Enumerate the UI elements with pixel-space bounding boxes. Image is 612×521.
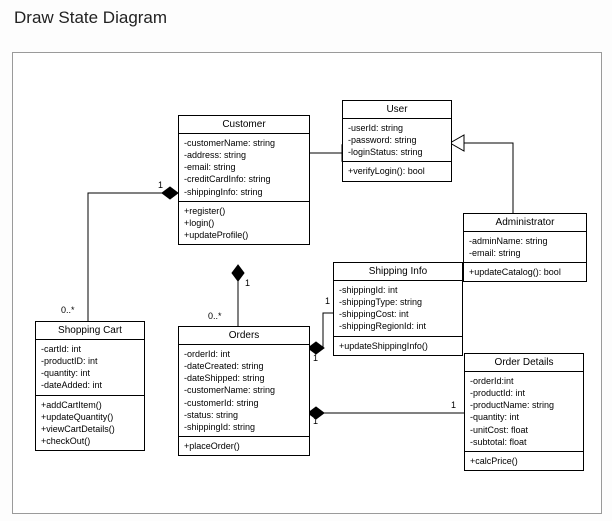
- class-title: Customer: [179, 116, 309, 134]
- class-attrs: -orderId:int -productId: int -productNam…: [465, 372, 583, 452]
- class-title: Administrator: [464, 214, 586, 232]
- mult-label: 1: [158, 180, 163, 190]
- mult-label: 1: [245, 278, 250, 288]
- mult-label: 0..*: [61, 305, 75, 315]
- class-shopping-cart: Shopping Cart -cartId: int -productID: i…: [35, 321, 145, 451]
- class-attrs: -adminName: string -email: string: [464, 232, 586, 263]
- class-title: Order Details: [465, 354, 583, 372]
- class-attrs: -userId: string -password: string -login…: [343, 119, 451, 162]
- class-title: Orders: [179, 327, 309, 345]
- class-attrs: -cartId: int -productID: int -quantity: …: [36, 340, 144, 396]
- class-administrator: Administrator -adminName: string -email:…: [463, 213, 587, 282]
- class-customer: Customer -customerName: string -address:…: [178, 115, 310, 245]
- class-ops: +updateShippingInfo(): [334, 337, 462, 355]
- class-ops: +verifyLogin(): bool: [343, 162, 451, 180]
- class-attrs: -customerName: string -address: string -…: [179, 134, 309, 202]
- mult-label: 1: [313, 416, 318, 426]
- mult-label: 0..*: [208, 311, 222, 321]
- mult-label: 1: [313, 353, 318, 363]
- mult-label: 1: [451, 400, 456, 410]
- class-shipping-info: Shipping Info -shippingId: int -shipping…: [333, 262, 463, 356]
- page-title: Draw State Diagram: [14, 8, 167, 28]
- class-title: User: [343, 101, 451, 119]
- class-attrs: -shippingId: int -shippingType: string -…: [334, 281, 462, 337]
- class-title: Shipping Info: [334, 263, 462, 281]
- class-ops: +addCartItem() +updateQuantity() +viewCa…: [36, 396, 144, 451]
- class-ops: +calcPrice(): [465, 452, 583, 470]
- class-title: Shopping Cart: [36, 322, 144, 340]
- mult-label: 1: [325, 296, 330, 306]
- class-order-details: Order Details -orderId:int -productId: i…: [464, 353, 584, 471]
- class-ops: +placeOrder(): [179, 437, 309, 455]
- diagram-canvas: Customer -customerName: string -address:…: [12, 52, 602, 514]
- class-ops: +register() +login() +updateProfile(): [179, 202, 309, 244]
- class-attrs: -orderId: int -dateCreated: string -date…: [179, 345, 309, 437]
- class-ops: +updateCatalog(): bool: [464, 263, 586, 281]
- class-orders: Orders -orderId: int -dateCreated: strin…: [178, 326, 310, 456]
- class-user: User -userId: string -password: string -…: [342, 100, 452, 182]
